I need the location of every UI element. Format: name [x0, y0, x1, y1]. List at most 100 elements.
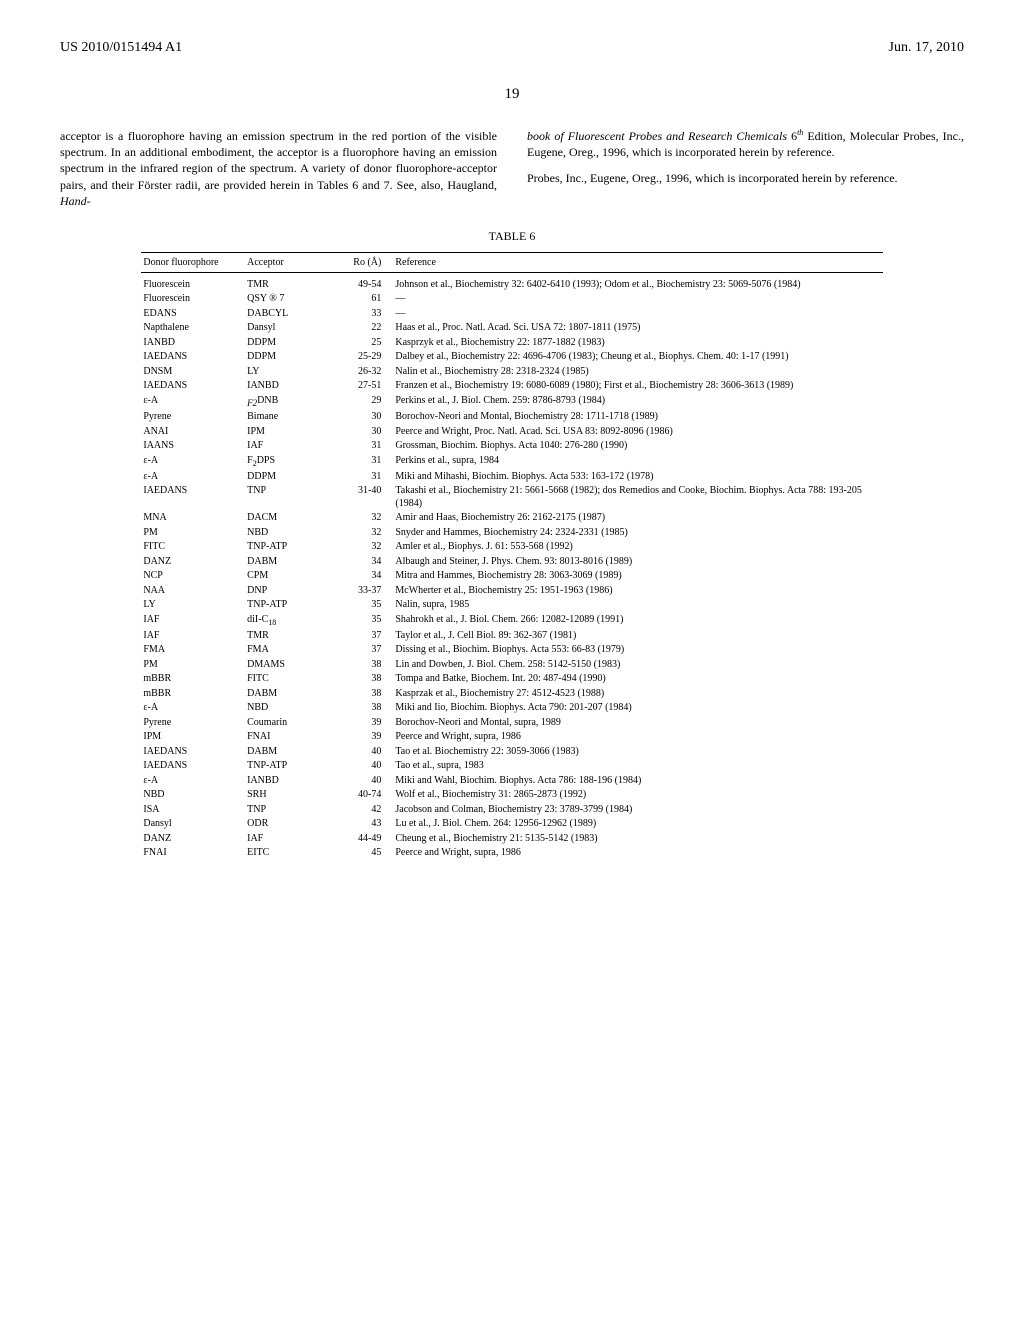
cell-acceptor: QSY ® 7 [245, 292, 334, 307]
cell-acceptor: TNP-ATP [245, 598, 334, 613]
cell-acceptor: LY [245, 365, 334, 380]
cell-acceptor: DABM [245, 687, 334, 702]
table-row: ε-AIANBD40Miki and Wahl, Biochim. Biophy… [141, 774, 882, 789]
cell-acceptor: DDPM [245, 336, 334, 351]
cell-donor: ANAI [141, 425, 245, 440]
cell-ro: 29 [334, 394, 393, 410]
cell-ro: 39 [334, 730, 393, 745]
cell-reference: Tao et al., supra, 1983 [393, 759, 882, 774]
cell-acceptor: Coumarin [245, 716, 334, 731]
cell-ro: 35 [334, 613, 393, 629]
cell-donor: ε-A [141, 701, 245, 716]
table-row: DANZIAF44-49Cheung et al., Biochemistry … [141, 832, 882, 847]
cell-reference: Miki and Iio, Biochim. Biophys. Acta 790… [393, 701, 882, 716]
table-row: ε-AF2DPS31Perkins et al., supra, 1984 [141, 454, 882, 470]
cell-ro: 45 [334, 846, 393, 861]
cell-ro: 26-32 [334, 365, 393, 380]
cell-donor: Dansyl [141, 817, 245, 832]
cell-donor: FITC [141, 540, 245, 555]
col-header-donor: Donor fluorophore [141, 252, 245, 272]
col-header-reference: Reference [393, 252, 882, 272]
cell-acceptor: TNP-ATP [245, 759, 334, 774]
table-row: IANBDDDPM25Kasprzyk et al., Biochemistry… [141, 336, 882, 351]
cell-ro: 38 [334, 658, 393, 673]
cell-reference: Nalin et al., Biochemistry 28: 2318-2324… [393, 365, 882, 380]
cell-ro: 31-40 [334, 484, 393, 511]
patent-number: US 2010/0151494 A1 [60, 40, 182, 56]
cell-acceptor: ODR [245, 817, 334, 832]
cell-acceptor: TNP [245, 803, 334, 818]
cell-ro: 34 [334, 555, 393, 570]
cell-ro: 31 [334, 439, 393, 454]
table-row: ANAIIPM30Peerce and Wright, Proc. Natl. … [141, 425, 882, 440]
cell-donor: DANZ [141, 832, 245, 847]
cell-reference: Albaugh and Steiner, J. Phys. Chem. 93: … [393, 555, 882, 570]
cell-reference: Perkins et al., J. Biol. Chem. 259: 8786… [393, 394, 882, 410]
cell-ro: 40 [334, 745, 393, 760]
page-header: US 2010/0151494 A1 Jun. 17, 2010 [60, 40, 964, 56]
cell-donor: EDANS [141, 307, 245, 322]
cell-reference: Miki and Wahl, Biochim. Biophys. Acta 78… [393, 774, 882, 789]
cell-ro: 39 [334, 716, 393, 731]
cell-reference: Amler et al., Biophys. J. 61: 553-568 (1… [393, 540, 882, 555]
table-row: NAADNP33-37McWherter et al., Biochemistr… [141, 584, 882, 599]
cell-reference: Kasprzyk et al., Biochemistry 22: 1877-1… [393, 336, 882, 351]
cell-ro: 32 [334, 526, 393, 541]
cell-reference: Peerce and Wright, Proc. Natl. Acad. Sci… [393, 425, 882, 440]
table-row: LYTNP-ATP35Nalin, supra, 1985 [141, 598, 882, 613]
cell-reference: Snyder and Hammes, Biochemistry 24: 2324… [393, 526, 882, 541]
cell-reference: Perkins et al., supra, 1984 [393, 454, 882, 470]
cell-acceptor: IAF [245, 439, 334, 454]
cell-donor: LY [141, 598, 245, 613]
table-row: DansylODR43Lu et al., J. Biol. Chem. 264… [141, 817, 882, 832]
cell-reference: Kasprzak et al., Biochemistry 27: 4512-4… [393, 687, 882, 702]
table-row: ε-ADDPM31Miki and Mihashi, Biochim. Biop… [141, 470, 882, 485]
cell-donor: IPM [141, 730, 245, 745]
table-row: DANZDABM34Albaugh and Steiner, J. Phys. … [141, 555, 882, 570]
cell-acceptor: F2DPS [245, 454, 334, 470]
cell-reference: Grossman, Biochim. Biophys. Acta 1040: 2… [393, 439, 882, 454]
cell-donor: ε-A [141, 774, 245, 789]
cell-acceptor: CPM [245, 569, 334, 584]
cell-donor: Napthalene [141, 321, 245, 336]
cell-acceptor: DABCYL [245, 307, 334, 322]
cell-reference: Shahrokh et al., J. Biol. Chem. 266: 120… [393, 613, 882, 629]
cell-reference: Tompa and Batke, Biochem. Int. 20: 487-4… [393, 672, 882, 687]
cell-ro: 27-51 [334, 379, 393, 394]
cell-ro: 38 [334, 672, 393, 687]
table-row: FMAFMA37Dissing et al., Biochim. Biophys… [141, 643, 882, 658]
cell-ro: 32 [334, 540, 393, 555]
cell-ro: 34 [334, 569, 393, 584]
cell-acceptor: NBD [245, 701, 334, 716]
cell-donor: MNA [141, 511, 245, 526]
cell-donor: IAF [141, 629, 245, 644]
table-header-row: Donor fluorophore Acceptor Ro (Å) Refere… [141, 252, 882, 272]
cell-acceptor: diI-C18 [245, 613, 334, 629]
table-row: ε-AF2DNB29Perkins et al., J. Biol. Chem.… [141, 394, 882, 410]
cell-reference: Dissing et al., Biochim. Biophys. Acta 5… [393, 643, 882, 658]
left-column: acceptor is a fluorophore having an emis… [60, 128, 497, 209]
cell-ro: 37 [334, 643, 393, 658]
table-row: FITCTNP-ATP32Amler et al., Biophys. J. 6… [141, 540, 882, 555]
cell-reference: Franzen et al., Biochemistry 19: 6080-60… [393, 379, 882, 394]
col-header-acceptor: Acceptor [245, 252, 334, 272]
cell-acceptor: DACM [245, 511, 334, 526]
cell-donor: IAEDANS [141, 484, 245, 511]
cell-acceptor: TNP [245, 484, 334, 511]
cell-reference: Wolf et al., Biochemistry 31: 2865-2873 … [393, 788, 882, 803]
cell-reference: Takashi et al., Biochemistry 21: 5661-56… [393, 484, 882, 511]
right-para2: Probes, Inc., Eugene, Oreg., 1996, which… [527, 171, 898, 185]
cell-donor: PM [141, 658, 245, 673]
table-row: PMNBD32Snyder and Hammes, Biochemistry 2… [141, 526, 882, 541]
cell-acceptor: SRH [245, 788, 334, 803]
table-row: FluoresceinQSY ® 761— [141, 292, 882, 307]
cell-reference: McWherter et al., Biochemistry 25: 1951-… [393, 584, 882, 599]
cell-acceptor: FNAI [245, 730, 334, 745]
cell-reference: Cheung et al., Biochemistry 21: 5135-514… [393, 832, 882, 847]
cell-reference: Lin and Dowben, J. Biol. Chem. 258: 5142… [393, 658, 882, 673]
cell-ro: 31 [334, 470, 393, 485]
left-para-italic: Hand- [60, 194, 91, 208]
cell-donor: ε-A [141, 394, 245, 410]
cell-acceptor: FITC [245, 672, 334, 687]
cell-donor: ε-A [141, 470, 245, 485]
